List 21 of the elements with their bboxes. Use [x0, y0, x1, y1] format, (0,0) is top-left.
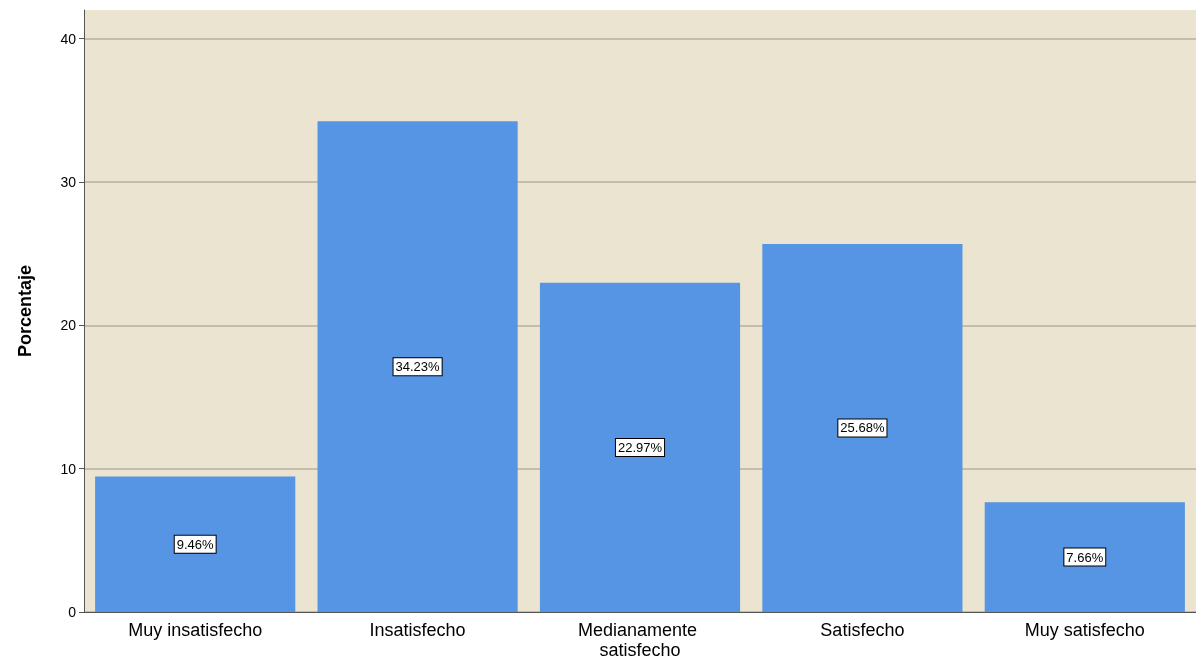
data-label: 7.66%: [1066, 549, 1104, 565]
y-tick-label: 40: [60, 30, 77, 47]
y-axis-title: Porcentaje: [15, 264, 35, 358]
x-tick-label: Insatisfecho: [369, 620, 466, 640]
x-tick-label: Muy insatisfecho: [128, 620, 263, 640]
bar: [95, 476, 296, 612]
bar: [762, 243, 963, 612]
x-tick-label: Muy satisfecho: [1024, 620, 1145, 640]
data-label: 25.68%: [840, 420, 885, 436]
y-tick-label: 0: [68, 604, 77, 620]
data-label: 22.97%: [617, 439, 663, 455]
y-tick-label: 10: [60, 460, 77, 477]
bar: [984, 502, 1185, 612]
x-tick-label: Satisfecho: [820, 620, 905, 640]
y-tick-label: 20: [60, 317, 77, 334]
x-tick-label: Medianamente satisfecho: [577, 620, 703, 660]
bar: [317, 121, 518, 612]
y-tick-label: 30: [60, 174, 77, 190]
data-label: 9.46%: [176, 536, 215, 552]
bar: [539, 282, 741, 612]
data-label: 34.23%: [395, 359, 441, 375]
